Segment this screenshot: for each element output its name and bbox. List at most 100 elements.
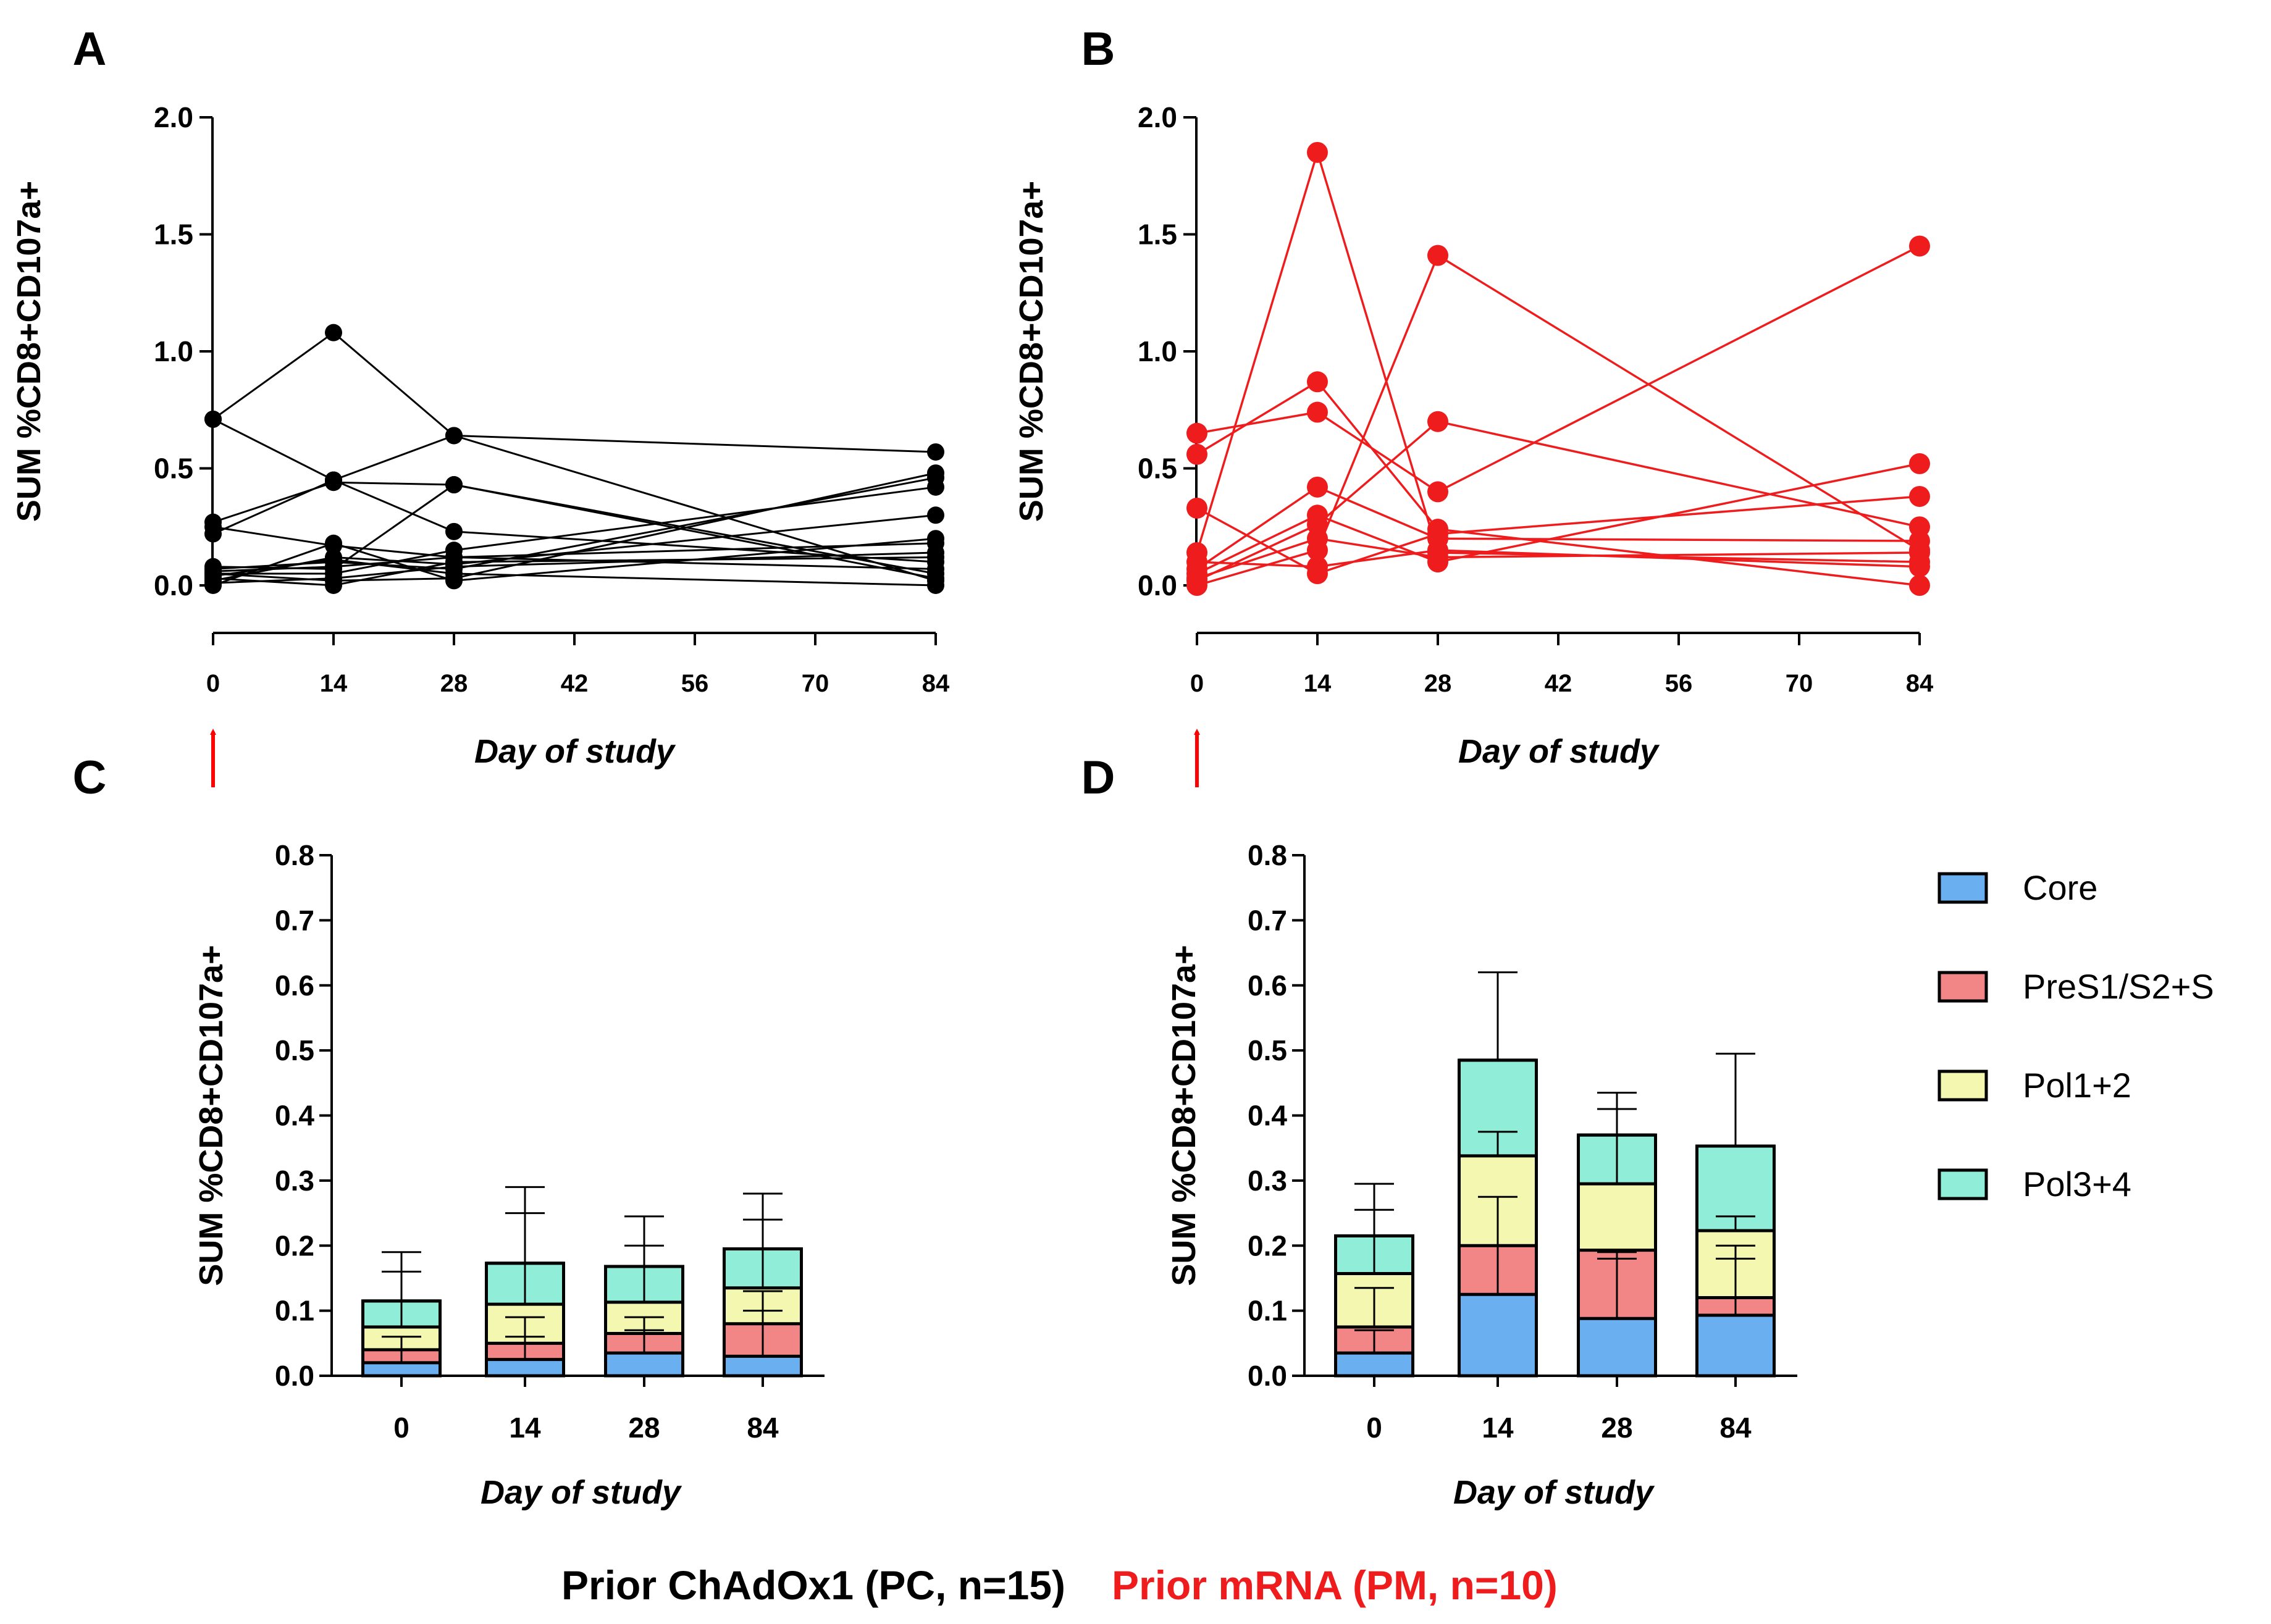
series-line-a-1 xyxy=(212,331,936,582)
series-line-b-6 xyxy=(1196,495,1920,575)
x-tick-label-b: 84 xyxy=(1906,670,1934,697)
x-axis-title-d: Day of study xyxy=(1453,1474,1655,1511)
x-tick-label-a: 42 xyxy=(561,670,589,697)
data-point-b-5 xyxy=(1307,371,1328,393)
data-point-a-14 xyxy=(445,548,463,566)
y-tick-label-c: 0.0 xyxy=(275,1360,314,1392)
data-point-a-15 xyxy=(204,567,222,585)
x-tick-label-b: 42 xyxy=(1545,670,1572,697)
y-tick-label-a: 0.0 xyxy=(154,569,193,601)
y-tick-label-d: 0.5 xyxy=(1248,1034,1287,1066)
data-point-b-9 xyxy=(1186,551,1207,573)
legend-label-core: Core xyxy=(2023,868,2097,907)
data-point-b-4 xyxy=(1427,481,1448,503)
series-line-a-2 xyxy=(212,418,936,482)
bar-segment-d-core-day-14 xyxy=(1459,1294,1537,1376)
data-point-a-4 xyxy=(445,522,463,540)
bar-segment-d-core-day-0 xyxy=(1335,1353,1413,1376)
data-point-a-4 xyxy=(325,471,342,489)
series-line-a-3 xyxy=(212,481,936,575)
series-line-b-1 xyxy=(1196,148,1920,563)
y-axis-title-b: SUM %CD8+CD107a+ xyxy=(1013,181,1050,522)
bar-segment-c-core-day-0 xyxy=(363,1362,440,1376)
data-point-b-10 xyxy=(1909,542,1930,563)
y-tick-label-b: 2.0 xyxy=(1138,101,1177,133)
panel-label-c: C xyxy=(73,751,107,804)
x-tick-label-a: 14 xyxy=(320,670,348,697)
y-tick-label-c: 0.6 xyxy=(275,969,314,1002)
data-point-a-15 xyxy=(325,551,342,569)
x-tick-label-b: 28 xyxy=(1424,670,1452,697)
x-tick-label-d: 0 xyxy=(1366,1412,1382,1444)
y-tick-label-d: 0.7 xyxy=(1248,904,1287,936)
data-point-a-13 xyxy=(325,577,342,594)
series-line-b-9 xyxy=(1196,549,1920,568)
bar-segment-d-pol1-2-day-28 xyxy=(1578,1184,1656,1250)
y-tick-label-b: 1.5 xyxy=(1138,219,1177,251)
x-tick-label-b: 0 xyxy=(1190,670,1204,697)
legend-swatch-pol1-2 xyxy=(1937,1069,1988,1102)
data-point-b-5 xyxy=(1186,443,1207,465)
y-tick-label-a: 1.5 xyxy=(154,219,193,251)
data-point-a-11 xyxy=(325,534,342,552)
data-point-a-15 xyxy=(927,577,944,594)
data-point-b-9 xyxy=(1307,556,1328,577)
footer: Prior ChAdOx1 (PC, n=15) Prior mRNA (PM,… xyxy=(561,1562,1558,1608)
y-tick-label-b: 0.5 xyxy=(1138,453,1177,485)
y-tick-label-c: 0.2 xyxy=(275,1229,314,1262)
footer-pc-label: Prior ChAdOx1 (PC, n=15) xyxy=(561,1562,1065,1608)
data-point-a-6 xyxy=(445,476,463,494)
x-tick-label-b: 14 xyxy=(1304,670,1332,697)
x-tick-label-a: 56 xyxy=(681,670,709,697)
y-tick-label-d: 0.3 xyxy=(1248,1165,1287,1197)
bar-segment-c-core-day-28 xyxy=(605,1353,683,1376)
data-point-b-10 xyxy=(1186,567,1207,589)
y-axis-title-c: SUM %CD8+CD107a+ xyxy=(193,945,230,1286)
y-tick-label-d: 0.6 xyxy=(1248,969,1287,1002)
data-point-b-10 xyxy=(1427,546,1448,568)
data-point-b-1 xyxy=(1307,141,1328,163)
x-axis-title-b: Day of study xyxy=(1458,733,1660,770)
x-tick-label-a: 70 xyxy=(802,670,829,697)
x-tick-label-c: 84 xyxy=(747,1412,779,1444)
panel-d-chart: D 0.0 0.1 0.2 0.3 0.4 0.5 0.6 0.7 0.8 SUM %CD8+CD1… xyxy=(1081,751,1797,1511)
y-tick-label-c: 0.5 xyxy=(275,1034,314,1066)
data-point-b-6 xyxy=(1186,497,1207,519)
data-point-b-2 xyxy=(1427,245,1448,266)
x-tick-label-a: 84 xyxy=(922,670,950,697)
x-tick-label-d: 84 xyxy=(1719,1412,1752,1444)
data-point-b-10 xyxy=(1307,528,1328,550)
data-point-a-2 xyxy=(204,410,222,428)
legend-swatch-pres1-s2-s xyxy=(1937,971,1988,1003)
series-line-b-2 xyxy=(1196,254,1920,587)
legend-label-pol3-4: Pol3+4 xyxy=(2023,1165,2131,1203)
legend-label-pres1-s2-s: PreS1/S2+S xyxy=(2023,967,2214,1006)
y-tick-label-c: 0.1 xyxy=(275,1295,314,1327)
legend-label-pol1-2: Pol1+2 xyxy=(2023,1066,2131,1105)
data-point-b-6 xyxy=(1909,485,1930,507)
panel-a-chart: A 0.0 0.5 1.0 1.5 2.0 SUM %CD8+CD107a+ 0 14 28 42 5… xyxy=(10,23,950,787)
x-tick-label-c: 0 xyxy=(393,1412,409,1444)
bar-segment-d-core-day-28 xyxy=(1578,1318,1656,1376)
data-point-a-10 xyxy=(927,506,944,524)
panel-b-chart: B 0.0 0.5 1.0 1.5 2.0 SUM %CD8+CD107a+ 0 14 28 42 5… xyxy=(1013,23,1934,787)
y-axis-title-d: SUM %CD8+CD107a+ xyxy=(1165,945,1203,1286)
x-axis-title-a: Day of study xyxy=(474,733,676,770)
x-tick-label-c: 14 xyxy=(509,1412,541,1444)
data-point-a-1 xyxy=(325,324,342,341)
x-tick-label-d: 14 xyxy=(1482,1412,1514,1444)
bar-segment-c-core-day-14 xyxy=(486,1359,564,1376)
data-point-b-4 xyxy=(1909,235,1930,257)
series-line-a-13 xyxy=(212,556,936,587)
data-point-b-8 xyxy=(1909,453,1930,474)
y-tick-label-d: 0.4 xyxy=(1248,1100,1287,1132)
y-tick-label-a: 0.5 xyxy=(154,453,193,485)
panel-c-chart: C 0.0 0.1 0.2 0.3 0.4 0.5 0.6 0.7 0.8 SUM %CD8+CD1… xyxy=(73,751,825,1511)
data-point-a-11 xyxy=(927,530,944,548)
x-tick-label-a: 28 xyxy=(440,670,468,697)
y-axis-title-a: SUM %CD8+CD107a+ xyxy=(10,181,48,522)
y-tick-label-b: 0.0 xyxy=(1138,569,1177,601)
data-point-a-9 xyxy=(927,478,944,496)
y-tick-label-a: 2.0 xyxy=(154,101,193,133)
